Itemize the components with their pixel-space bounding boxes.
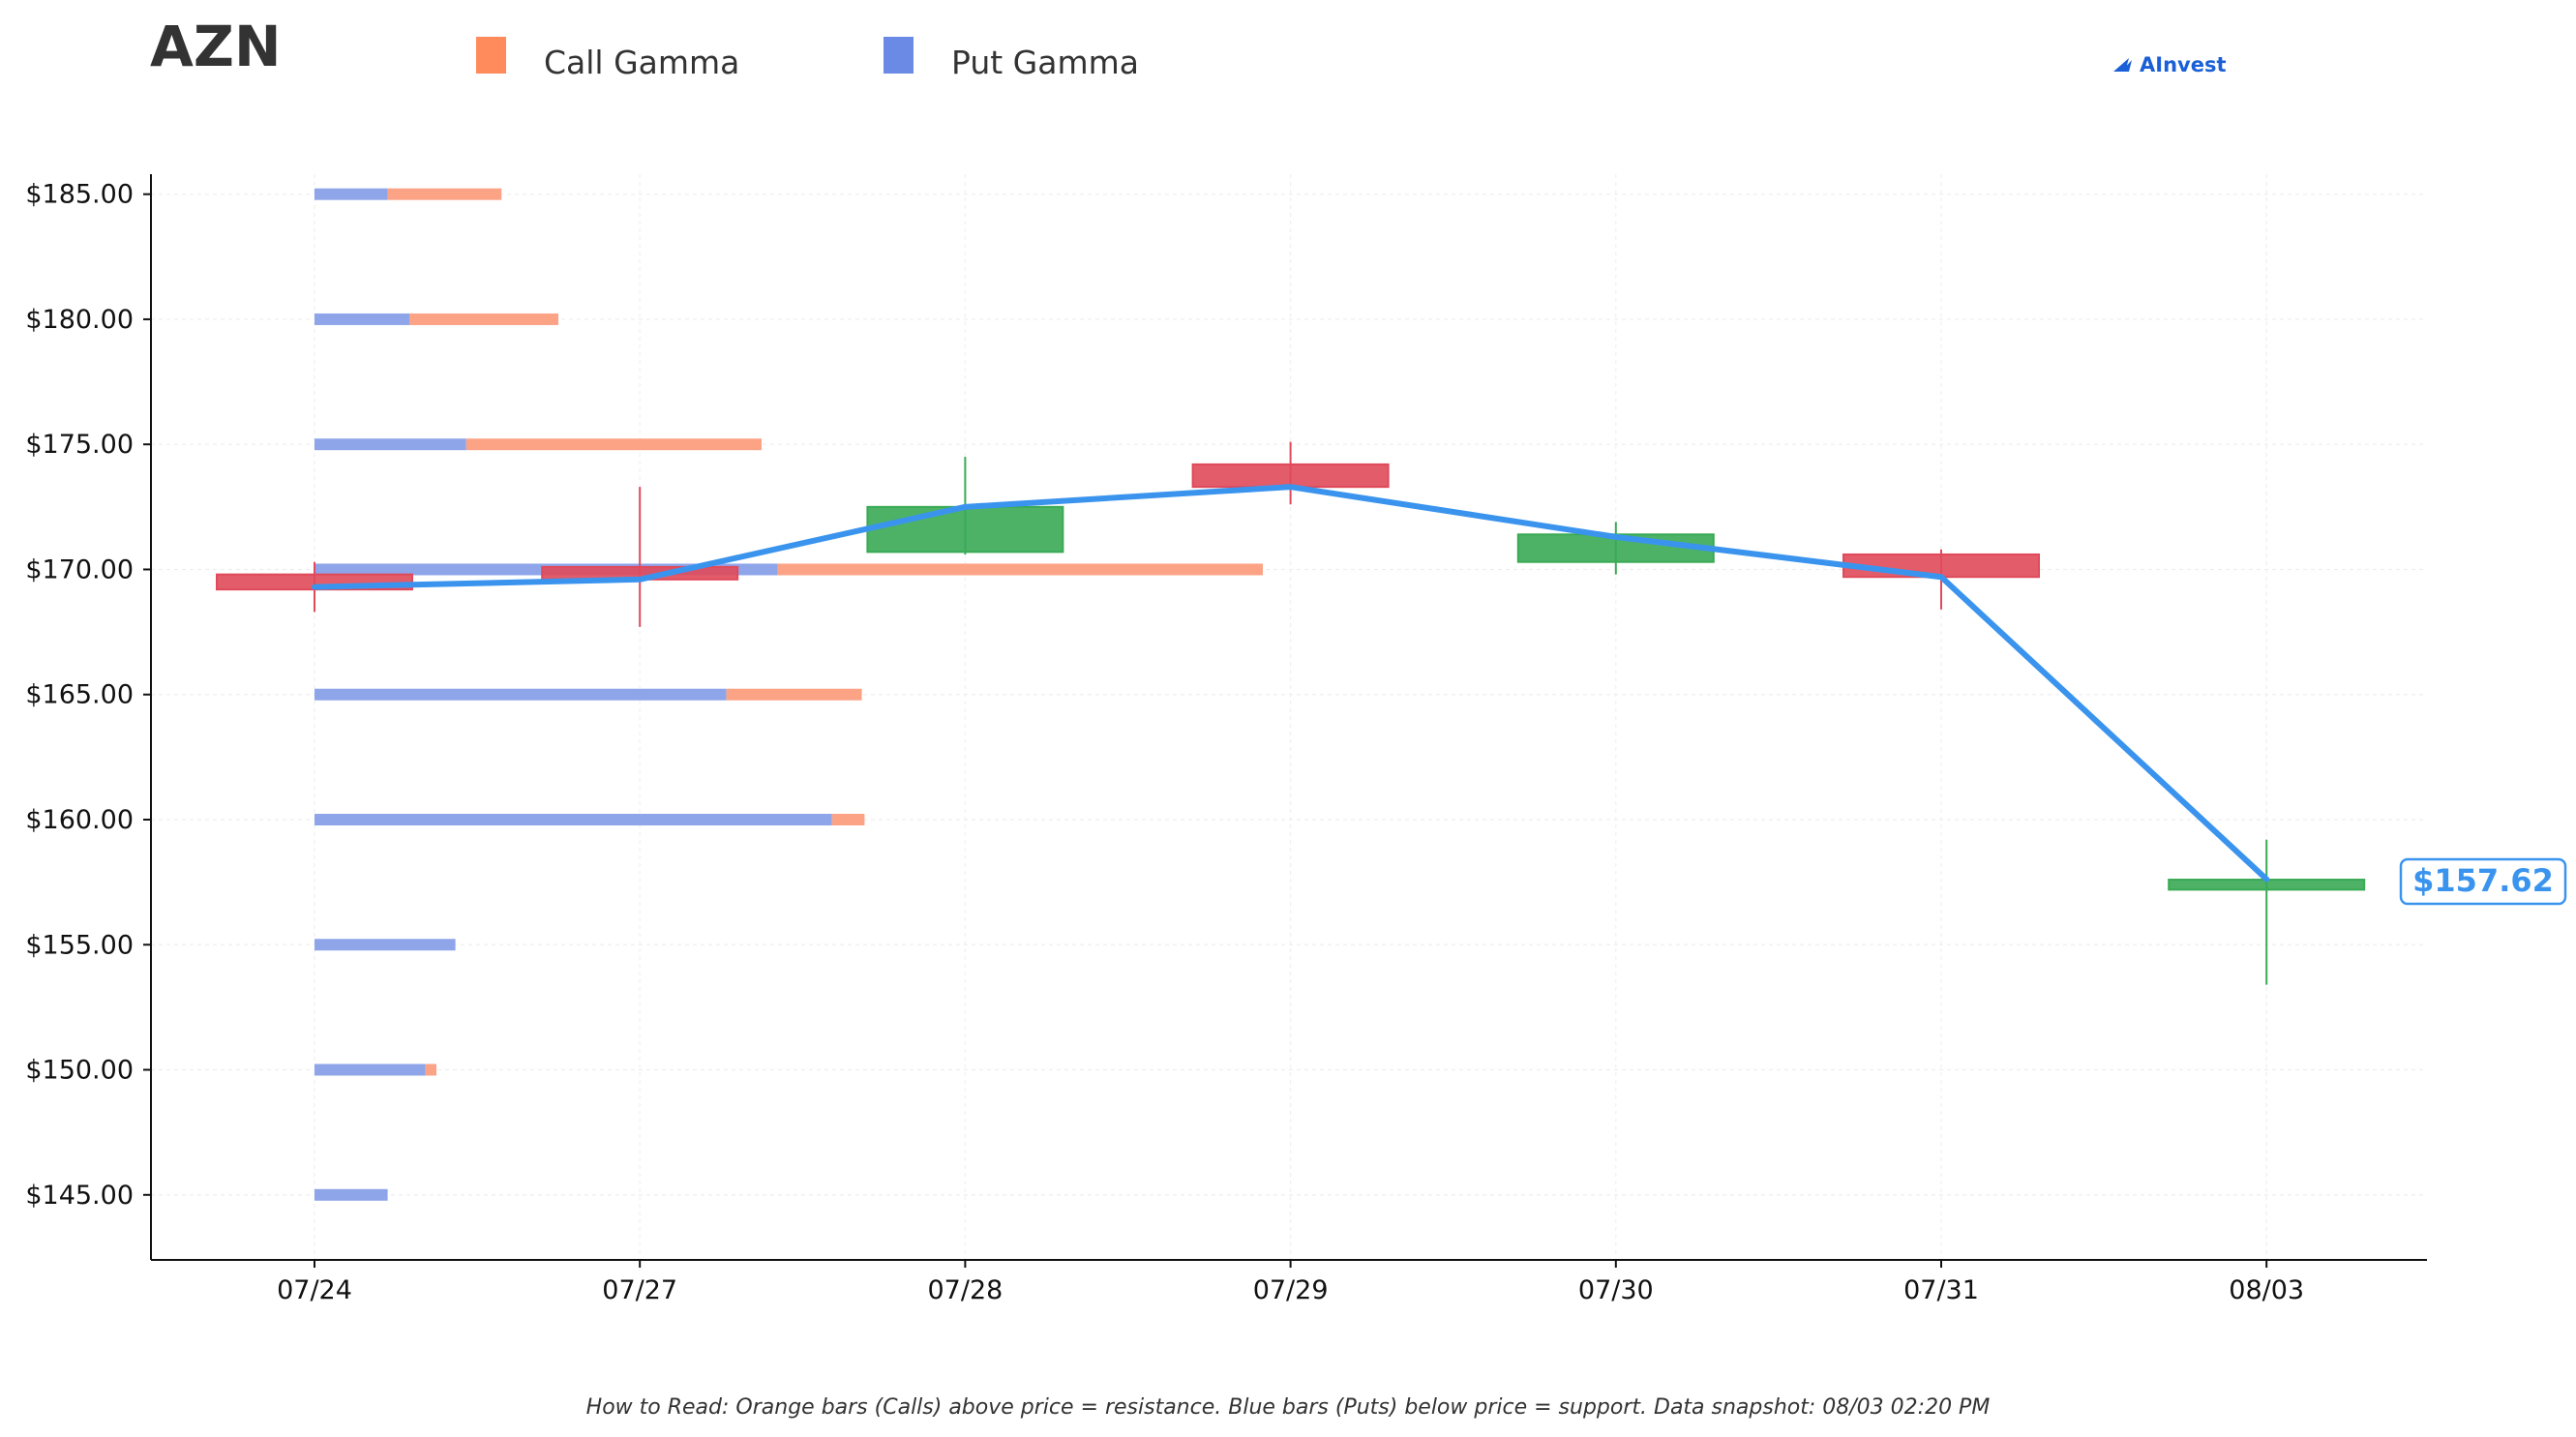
call-gamma-bar	[409, 313, 558, 325]
y-tick-label: $160.00	[25, 805, 134, 835]
put-gamma-bar	[315, 1188, 388, 1201]
price-badge-box	[2399, 857, 2567, 906]
put-gamma-bar	[315, 188, 388, 200]
current-price-badge: $157.62	[2399, 857, 2567, 906]
call-gamma-bar	[387, 188, 502, 200]
call-gamma-bar	[831, 813, 865, 825]
x-tick-label: 07/30	[1578, 1275, 1654, 1305]
y-tick-label: $180.00	[25, 305, 134, 335]
y-tick-label: $155.00	[25, 930, 134, 960]
x-tick-label: 07/31	[1903, 1275, 1979, 1305]
logo-text: AInvest	[2140, 53, 2227, 76]
y-tick-label: $170.00	[25, 554, 134, 584]
chart-title: AZN	[150, 14, 281, 79]
candle-body	[1191, 463, 1390, 489]
footnote: How to Read: Orange bars (Calls) above p…	[586, 1395, 1991, 1420]
call-gamma-bar	[425, 1063, 436, 1076]
call-gamma-bar	[777, 563, 1263, 576]
x-tick-label: 08/03	[2229, 1275, 2304, 1305]
put-gamma-bar	[315, 1063, 426, 1076]
y-tick-label: $165.00	[25, 680, 134, 710]
x-tick-label: 07/28	[927, 1275, 1003, 1305]
x-tick-label: 07/24	[277, 1275, 352, 1305]
candle-body	[866, 505, 1064, 554]
x-tick-label: 07/27	[602, 1275, 677, 1305]
price-badge-text: $157.62	[2412, 862, 2554, 899]
price-line-group	[312, 484, 2270, 883]
put-gamma-bar	[315, 939, 456, 951]
grid-lines	[151, 174, 2427, 1260]
put-gamma-bar	[315, 688, 727, 701]
y-tick-label: $145.00	[25, 1181, 134, 1211]
put-gamma-bar	[315, 438, 466, 451]
ainvest-logo: AInvest	[2113, 53, 2227, 76]
put-gamma-bar	[315, 813, 832, 825]
y-tick-label: $185.00	[25, 180, 134, 210]
call-gamma-bar	[726, 688, 862, 701]
legend-swatch-put	[884, 37, 914, 74]
legend-label-call: Call Gamma	[544, 44, 739, 81]
y-tick-label: $175.00	[25, 430, 134, 460]
put-gamma-bar	[315, 313, 409, 325]
legend-swatch-call	[476, 37, 506, 74]
legend-label-put: Put Gamma	[951, 44, 1139, 81]
x-tick-label: 07/29	[1253, 1275, 1329, 1305]
call-gamma-bar	[465, 438, 762, 451]
axes: $145.00 $150.00 $155.00 $160.00 $165.00 $170.…	[25, 174, 2427, 1305]
logo-mark-icon	[2113, 58, 2132, 72]
y-tick-label: $150.00	[25, 1056, 134, 1086]
price-line	[312, 484, 2270, 883]
